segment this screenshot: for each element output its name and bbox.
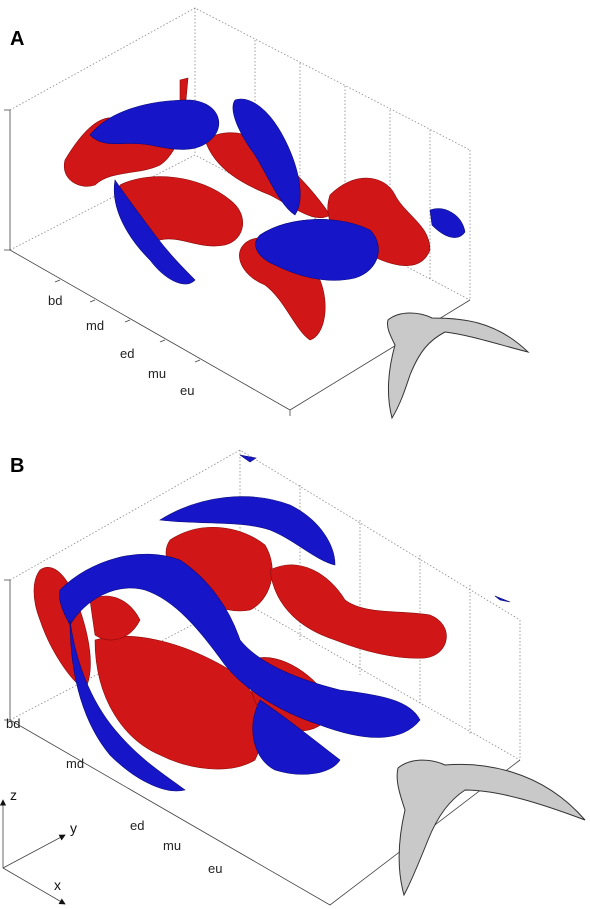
phase-label: mu <box>148 366 166 381</box>
phase-label: eu <box>180 383 194 398</box>
vortex-surfaces <box>63 77 466 341</box>
axis-key-label: y <box>70 820 77 836</box>
panel-a: A bd md ed mu eu <box>4 7 530 420</box>
phase-label: bd <box>6 716 20 731</box>
phase-label: md <box>86 318 104 333</box>
panel-b: B bd md ed mu eu <box>4 449 586 906</box>
axis-key-label: z <box>10 787 17 803</box>
phase-label: ed <box>130 818 144 833</box>
phase-label: eu <box>208 861 222 876</box>
bat-silhouette <box>387 312 530 420</box>
bat-silhouette <box>396 759 586 897</box>
panel-label: A <box>10 28 24 50</box>
phase-label: md <box>66 756 84 771</box>
phase-label: mu <box>163 838 181 853</box>
axis-key-label: x <box>54 877 61 893</box>
phase-label: bd <box>48 293 62 308</box>
phase-label: ed <box>120 346 134 361</box>
axes-key: z y x <box>0 787 77 905</box>
panel-label: B <box>10 455 24 477</box>
vortex-surfaces <box>33 454 511 792</box>
box-wireframe <box>4 7 471 416</box>
